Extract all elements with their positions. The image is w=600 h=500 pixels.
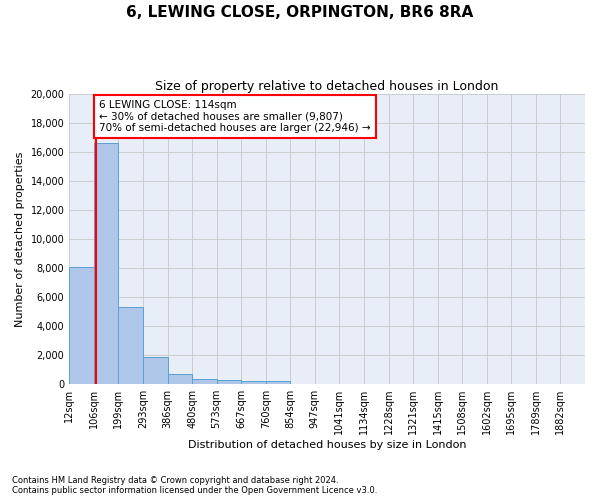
Bar [167, 374, 192, 384]
Text: Contains HM Land Registry data © Crown copyright and database right 2024.
Contai: Contains HM Land Registry data © Crown c… [12, 476, 377, 495]
Bar [143, 358, 167, 384]
Bar [266, 382, 290, 384]
X-axis label: Distribution of detached houses by size in London: Distribution of detached houses by size … [188, 440, 466, 450]
Text: 6, LEWING CLOSE, ORPINGTON, BR6 8RA: 6, LEWING CLOSE, ORPINGTON, BR6 8RA [127, 5, 473, 20]
Bar [94, 144, 118, 384]
Bar [118, 308, 143, 384]
Y-axis label: Number of detached properties: Number of detached properties [15, 152, 25, 327]
Title: Size of property relative to detached houses in London: Size of property relative to detached ho… [155, 80, 499, 93]
Bar [217, 380, 241, 384]
Bar [192, 379, 217, 384]
Bar [69, 266, 94, 384]
Text: 6 LEWING CLOSE: 114sqm
← 30% of detached houses are smaller (9,807)
70% of semi-: 6 LEWING CLOSE: 114sqm ← 30% of detached… [99, 100, 370, 133]
Bar [241, 381, 266, 384]
